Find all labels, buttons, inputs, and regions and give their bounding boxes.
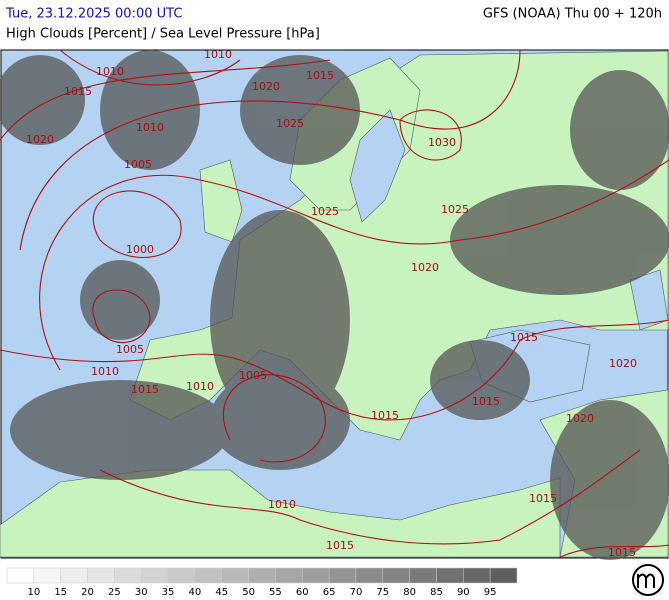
- legend-swatch: [382, 567, 410, 584]
- legend-label: 40: [189, 587, 202, 598]
- legend-swatch: [114, 567, 142, 584]
- isobar-label: 1015: [608, 546, 636, 559]
- legend-label: 50: [242, 587, 255, 598]
- isobar-label: 1020: [252, 80, 280, 93]
- isobar-label: 1025: [276, 117, 304, 130]
- isobar-label: 1025: [441, 203, 469, 216]
- isobar-label: 1015: [306, 69, 334, 82]
- isobar-label: 1010: [136, 121, 164, 134]
- legend-swatch: [489, 567, 518, 584]
- isobar-label: 1030: [428, 136, 456, 149]
- legend-label: 95: [484, 587, 497, 598]
- map: 1010 1010 1015 1020 1015 1010 1025 1020 1005 1030…: [0, 48, 669, 560]
- legend-label: 10: [27, 587, 40, 598]
- legend-label: 30: [135, 587, 148, 598]
- legend-swatch: [221, 567, 249, 584]
- legend: 10 15 20 25 30 35 40 45 50 55 60 65 70 75 80 85 90 95: [6, 567, 518, 598]
- logo: [632, 564, 664, 596]
- legend-swatch: [463, 567, 491, 584]
- header-date: Tue, 23.12.2025 00:00 UTC: [5, 7, 182, 22]
- legend-swatch: [275, 567, 303, 584]
- legend-swatch: [6, 567, 35, 584]
- legend-label: 25: [108, 587, 121, 598]
- isobar-label: 1005: [116, 343, 144, 356]
- legend-swatch: [409, 567, 437, 584]
- isobars: [0, 49, 669, 558]
- isobar-label: 1015: [371, 409, 399, 422]
- isobar-label: 1015: [326, 539, 354, 552]
- legend-swatch: [436, 567, 464, 584]
- legend-swatch: [167, 567, 196, 584]
- isobar-label: 1015: [64, 85, 92, 98]
- isobar-label: 1010: [186, 380, 214, 393]
- legend-swatch: [355, 567, 384, 584]
- legend-swatch: [302, 567, 330, 584]
- header-model: GFS (NOAA) Thu 00 + 120h: [483, 7, 662, 22]
- legend-label: 45: [215, 587, 228, 598]
- isobar-label: 1020: [411, 261, 439, 274]
- legend-label: 15: [54, 587, 67, 598]
- isobar-label: 1015: [131, 383, 159, 396]
- isobar-label: 1020: [609, 357, 637, 370]
- legend-swatch: [328, 567, 357, 584]
- legend-swatch: [33, 567, 61, 584]
- legend-label: 60: [296, 587, 309, 598]
- legend-label: 90: [457, 587, 470, 598]
- legend-swatch: [87, 567, 115, 584]
- isobar-label: 1005: [124, 158, 152, 171]
- cloud-cover: [0, 50, 669, 560]
- isobar-label: 1015: [529, 492, 557, 505]
- legend-label: 70: [350, 587, 363, 598]
- isobar-label: 1015: [510, 331, 538, 344]
- legend-label: 35: [162, 587, 175, 598]
- isobar-label: 1010: [96, 65, 124, 78]
- legend-swatch: [140, 567, 169, 584]
- legend-label: 80: [403, 587, 416, 598]
- isobar-label: 1005: [239, 369, 267, 382]
- header-subtitle: High Clouds [Percent] / Sea Level Pressu…: [6, 27, 320, 42]
- isobar-label: 1015: [472, 395, 500, 408]
- isobar-label: 1025: [311, 205, 339, 218]
- isobar-label: 1010: [268, 498, 296, 511]
- legend-swatch: [194, 567, 222, 584]
- isobar-label: 1010: [204, 48, 232, 61]
- isobar-label: 1000: [126, 243, 154, 256]
- legend-swatch: [248, 567, 276, 584]
- legend-label: 55: [269, 587, 282, 598]
- isobar-label: 1020: [26, 133, 54, 146]
- isobar-label: 1010: [91, 365, 119, 378]
- legend-label: 20: [81, 587, 94, 598]
- legend-label: 85: [430, 587, 443, 598]
- legend-label: 65: [323, 587, 336, 598]
- isobar-label: 1020: [566, 412, 594, 425]
- legend-swatch: [60, 567, 88, 584]
- legend-label: 75: [376, 587, 389, 598]
